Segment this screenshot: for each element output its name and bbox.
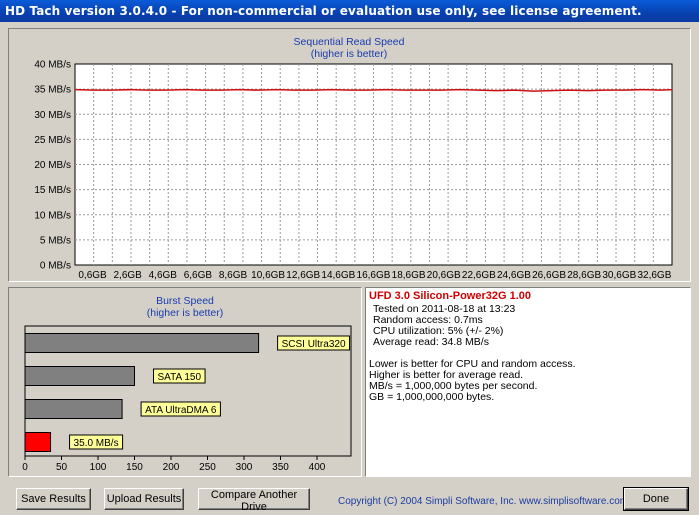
seq-x-tick-label: 30,6GB [602,270,636,281]
sequential-read-chart: Sequential Read Speed (higher is better)… [34,36,673,281]
seq-x-tick-label: 20,6GB [427,270,461,281]
seq-y-tick-label: 5 MB/s [40,235,71,246]
upload-results-button[interactable]: Upload Results [104,488,184,510]
burst-bar-label: 35.0 MB/s [74,438,119,449]
seq-y-tick-label: 30 MB/s [34,110,71,121]
seq-x-tick-label: 12,6GB [286,270,320,281]
seq-x-tick-label: 32,6GB [637,270,671,281]
average-read: Average read: 34.8 MB/s [373,336,489,348]
window-title: HD Tach version 3.0.4.0 - For non-commer… [5,4,642,18]
seq-y-tick-label: 20 MB/s [34,160,71,171]
burst-bar [24,333,260,353]
note-average-read: Higher is better for average read. [369,369,524,381]
burst-bar [24,366,135,386]
burst-bar-label: SCSI Ultra320 [282,339,346,350]
burst-speed-panel: Burst Speed (higher is better) SCSI Ultr… [8,287,362,477]
burst-bar-label: ATA UltraDMA 6 [145,405,217,416]
burst-x-tick-label: 250 [199,462,216,473]
seq-x-tick-label: 0,6GB [78,270,107,281]
burst-x-tick-label: 350 [272,462,289,473]
cpu-utilization: CPU utilization: 5% (+/- 2%) [373,325,504,337]
seq-x-tick-label: 24,6GB [497,270,531,281]
seq-x-tick-label: 6,6GB [184,270,213,281]
seq-x-tick-label: 8,6GB [219,270,248,281]
random-access: Random access: 0.7ms [373,314,483,326]
title-bar: HD Tach version 3.0.4.0 - For non-commer… [0,0,699,22]
burst-x-tick-label: 300 [236,462,253,473]
tested-date: Tested on 2011-08-18 at 13:23 [373,303,516,315]
burst-chart-subtitle: (higher is better) [147,307,223,319]
burst-x-tick-label: 150 [126,462,143,473]
note-gb-definition: GB = 1,000,000,000 bytes. [369,391,495,403]
seq-x-tick-label: 2,6GB [113,270,142,281]
seq-y-tick-label: 15 MB/s [34,185,71,196]
compare-another-drive-button[interactable]: Compare Another Drive [198,488,310,513]
save-results-button[interactable]: Save Results [16,488,91,510]
seq-y-tick-label: 0 MB/s [40,261,71,272]
seq-x-tick-label: 4,6GB [149,270,178,281]
burst-label-box [277,335,351,351]
burst-bar-label: SATA 150 [158,372,202,383]
seq-x-tick-label: 14,6GB [321,270,355,281]
burst-plot-frame [24,325,352,457]
seq-x-tick-label: 28,6GB [567,270,601,281]
seq-chart-title: Sequential Read Speed [294,36,405,48]
burst-x-tick-label: 50 [56,462,68,473]
seq-chart-subtitle: (higher is better) [311,48,387,60]
burst-label-box [140,401,221,417]
burst-speed-chart: Burst Speed (higher is better) SCSI Ultr… [22,295,352,473]
done-button[interactable]: Done [623,487,689,511]
seq-y-tick-label: 25 MB/s [34,135,71,146]
seq-x-tick-label: 16,6GB [357,270,391,281]
drive-name: UFD 3.0 Silicon-Power32G 1.00 [369,290,532,302]
burst-x-tick-label: 400 [309,462,326,473]
burst-label-box [153,368,206,384]
copyright-text: Copyright (C) 2004 Simpli Software, Inc.… [338,496,629,507]
seq-x-tick-label: 18,6GB [392,270,426,281]
note-cpu-random: Lower is better for CPU and random acces… [369,358,576,370]
burst-chart-title: Burst Speed [156,295,214,307]
burst-bar [24,399,123,419]
results-info-panel: UFD 3.0 Silicon-Power32G 1.00 Tested on … [365,287,691,477]
burst-label-box [69,434,124,450]
sequential-read-panel: Sequential Read Speed (higher is better)… [8,28,691,282]
seq-read-series-line [74,88,673,92]
seq-y-tick-label: 40 MB/s [34,60,71,71]
burst-x-tick-label: 100 [90,462,107,473]
note-mbs-definition: MB/s = 1,000,000 bytes per second. [369,380,538,392]
burst-x-tick-label: 200 [163,462,180,473]
seq-x-tick-label: 10,6GB [251,270,285,281]
seq-y-tick-label: 10 MB/s [34,210,71,221]
seq-y-tick-label: 35 MB/s [34,85,71,96]
burst-x-tick-label: 0 [22,462,28,473]
seq-x-tick-label: 22,6GB [462,270,496,281]
seq-x-tick-label: 26,6GB [532,270,566,281]
burst-bar [24,432,52,452]
